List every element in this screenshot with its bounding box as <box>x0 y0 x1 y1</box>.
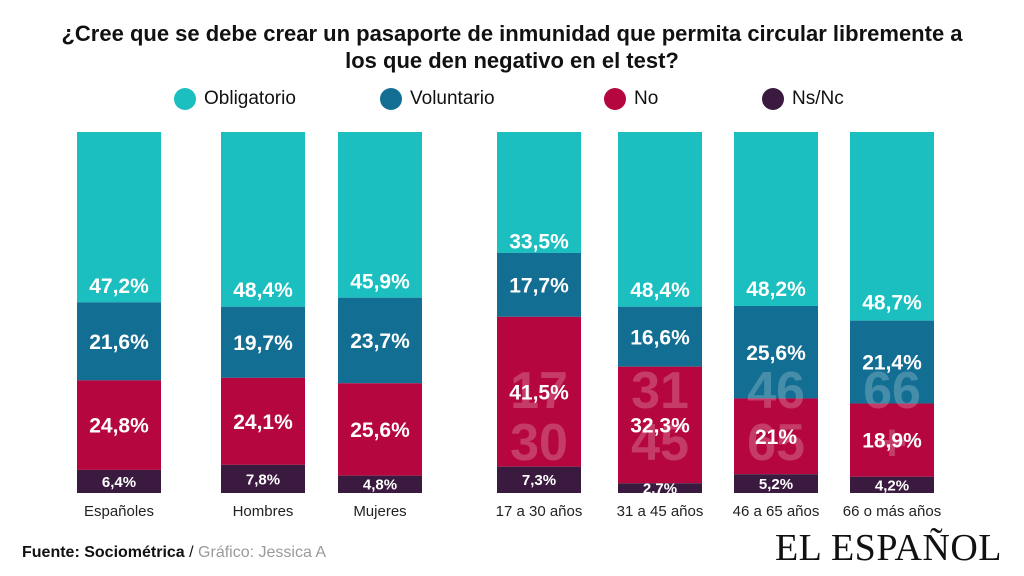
svg-text:66: 66 <box>863 362 921 420</box>
legend-dot-nsnc <box>762 88 784 110</box>
value-label-obligatorio: 47,2% <box>89 275 149 298</box>
legend-item-no: No <box>604 88 658 110</box>
legend-item-obligatorio: Obligatorio <box>174 88 296 110</box>
bar-segment-obligatorio <box>850 132 934 321</box>
bar-segment-no <box>338 383 422 476</box>
bar-segment-voluntario <box>338 297 422 384</box>
bar-segment-voluntario <box>77 302 161 381</box>
value-label-no: 32,3% <box>630 415 690 438</box>
bar-segment-voluntario <box>497 252 581 317</box>
value-label-no: 18,9% <box>862 430 922 453</box>
bar-segment-nsnc <box>497 466 581 493</box>
value-label-nsnc: 7,3% <box>522 472 556 489</box>
legend: Obligatorio Voluntario No Ns/Nc <box>0 88 1024 116</box>
value-label-obligatorio: 48,2% <box>746 278 806 301</box>
legend-dot-obligatorio <box>174 88 196 110</box>
value-label-no: 25,6% <box>350 419 410 442</box>
bar-segment-nsnc <box>850 476 934 493</box>
bar-segment-no <box>77 380 161 470</box>
value-label-voluntario: 19,7% <box>233 332 293 355</box>
value-label-nsnc: 5,2% <box>759 476 793 493</box>
category-label: 31 a 45 años <box>617 503 704 520</box>
value-label-nsnc: 6,4% <box>102 474 136 491</box>
bar-segment-no <box>221 377 305 465</box>
value-label-nsnc: 4,2% <box>875 477 909 494</box>
value-label-obligatorio: 33,5% <box>509 230 569 253</box>
bar-segment-voluntario <box>618 306 702 367</box>
bar-segment-obligatorio <box>734 132 818 306</box>
bar-segment-nsnc <box>77 469 161 493</box>
chart-title-line2: los que den negativo en el test? <box>345 48 679 73</box>
bar-segment-no <box>850 403 934 477</box>
bar-segment-obligatorio <box>77 132 161 303</box>
footer-separator: / <box>184 544 199 561</box>
bar-segment-obligatorio <box>497 132 581 253</box>
legend-item-voluntario: Voluntario <box>380 88 495 110</box>
category-label: 17 a 30 años <box>496 503 583 520</box>
category-label: 66 o más años <box>843 503 941 520</box>
category-label: 46 a 65 años <box>733 503 820 520</box>
footer-source: Fuente: Sociométrica <box>22 544 185 561</box>
svg-text:65: 65 <box>747 414 805 472</box>
legend-label-nsnc: Ns/Nc <box>792 88 844 109</box>
category-label: Hombres <box>233 503 294 520</box>
svg-text:31: 31 <box>631 362 689 420</box>
value-label-voluntario: 25,6% <box>746 342 806 365</box>
bar-segment-obligatorio <box>618 132 702 307</box>
svg-text:45: 45 <box>631 414 689 472</box>
footer: Fuente: Sociométrica / Gráfico: Jessica … <box>22 544 326 562</box>
legend-dot-voluntario <box>380 88 402 110</box>
value-label-voluntario: 23,7% <box>350 330 410 353</box>
bar-segment-no <box>618 366 702 484</box>
value-label-obligatorio: 48,7% <box>862 291 922 314</box>
svg-text:30: 30 <box>510 414 568 472</box>
value-label-voluntario: 21,6% <box>89 331 149 354</box>
value-label-voluntario: 16,6% <box>630 326 690 349</box>
value-label-obligatorio: 45,9% <box>350 271 410 294</box>
bar-segment-no <box>734 398 818 475</box>
value-label-no: 24,1% <box>233 411 293 434</box>
bar-segment-nsnc <box>618 483 702 493</box>
legend-label-no: No <box>634 88 659 109</box>
value-label-nsnc: 4,8% <box>363 477 397 494</box>
age-watermark: 66+ <box>863 362 921 472</box>
value-label-voluntario: 17,7% <box>509 274 569 297</box>
value-label-nsnc: 2,7% <box>643 481 677 498</box>
category-label: Españoles <box>84 503 154 520</box>
svg-text:17: 17 <box>510 362 568 420</box>
value-label-voluntario: 21,4% <box>862 352 922 375</box>
bar-segment-obligatorio <box>221 132 305 307</box>
bar-segment-no <box>497 316 581 467</box>
bar-segment-nsnc <box>338 475 422 493</box>
chart-title: ¿Cree que se debe crear un pasaporte de … <box>60 20 964 74</box>
bar-segment-voluntario <box>850 320 934 404</box>
value-label-no: 21% <box>755 426 797 449</box>
value-label-obligatorio: 48,4% <box>630 279 690 302</box>
bar-segment-obligatorio <box>338 132 422 298</box>
bar-segment-voluntario <box>221 306 305 378</box>
legend-dot-no <box>604 88 626 110</box>
value-label-nsnc: 7,8% <box>246 471 280 488</box>
category-label: Mujeres <box>353 503 406 520</box>
legend-label-obligatorio: Obligatorio <box>204 88 296 109</box>
bar-segment-nsnc <box>734 474 818 493</box>
svg-text:46: 46 <box>747 362 805 420</box>
footer-credit: Gráfico: Jessica A <box>198 544 327 561</box>
value-label-obligatorio: 48,4% <box>233 279 293 302</box>
bar-segment-voluntario <box>734 306 818 399</box>
legend-item-nsnc: Ns/Nc <box>762 88 844 110</box>
legend-label-voluntario: Voluntario <box>410 88 495 109</box>
brand-logo: EL ESPAÑOL <box>774 527 1002 569</box>
chart-title-line1: ¿Cree que se debe crear un pasaporte de … <box>61 21 963 46</box>
value-label-no: 41,5% <box>509 381 569 404</box>
bar-segment-nsnc <box>221 464 305 493</box>
value-label-no: 24,8% <box>89 415 149 438</box>
svg-text:+: + <box>877 414 907 472</box>
